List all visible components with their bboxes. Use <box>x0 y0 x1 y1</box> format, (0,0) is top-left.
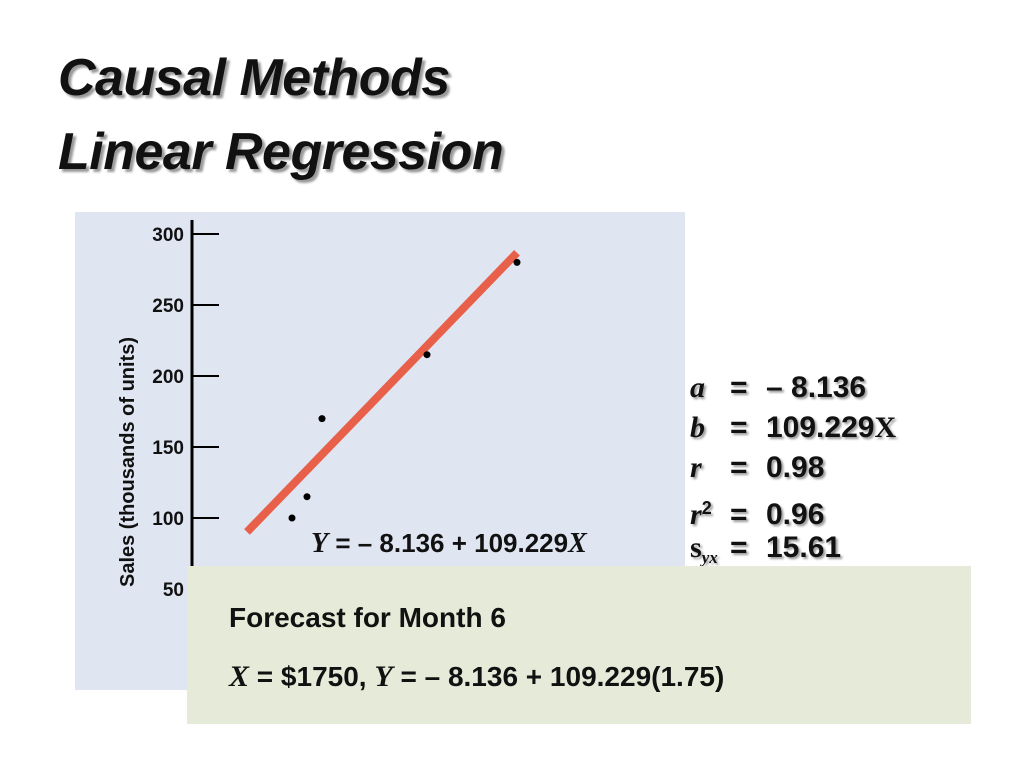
forecast-y-variable: Y <box>374 660 393 693</box>
regression-line <box>244 249 520 535</box>
regression-stats: a = – 8.136 b = 109.229X r = 0.98 r2 = 0.96 syx =… <box>690 368 896 568</box>
scatter-chart: 300 250 200 150 100 50 Sales (thousands of uni… <box>117 220 588 690</box>
stat-a-value: – 8.136 <box>766 371 867 404</box>
y-tick-label: 150 <box>152 438 184 459</box>
forecast-title: Forecast for Month 6 <box>229 602 506 633</box>
stat-syx-subscript: yx <box>701 548 718 567</box>
y-tick-label: 250 <box>152 296 184 317</box>
y-tick-label: 100 <box>152 509 184 530</box>
stat-a-symbol: a <box>690 371 705 404</box>
stat-r2-equals: = <box>730 498 748 531</box>
stat-a-equals: = <box>730 371 748 404</box>
stat-syx: syx = 15.61 <box>690 528 896 568</box>
stat-b-suffix: X <box>874 411 897 444</box>
forecast-equation: X = $1750, Y = – 8.136 + 109.229(1.75) <box>229 660 724 694</box>
y-axis-label: Sales (thousands of units) <box>117 337 139 587</box>
data-point <box>513 258 521 266</box>
stat-b-symbol: b <box>690 411 705 444</box>
data-point <box>303 493 311 501</box>
y-tick-label: 200 <box>152 367 184 388</box>
equation-x-var: X <box>567 528 588 559</box>
data-point <box>423 351 431 359</box>
stat-syx-value: 15.61 <box>766 531 842 564</box>
stat-r2: r2 = 0.96 <box>690 488 896 531</box>
stat-r2-symbol: r2 <box>690 488 730 535</box>
stat-a: a = – 8.136 <box>690 368 896 408</box>
slide-title-line2: Linear Regression <box>58 123 504 181</box>
stat-syx-symbol: syx <box>690 528 730 578</box>
y-tick-label: 50 <box>163 580 184 601</box>
equation-y-var: Y <box>311 528 331 559</box>
stat-r2-letter: r <box>690 498 702 531</box>
forecast-panel: Forecast for Month 6 X = $1750, Y = – 8.… <box>187 566 971 724</box>
data-point <box>318 415 326 423</box>
stat-r-value: 0.98 <box>766 451 825 484</box>
stat-r-equals: = <box>730 451 748 484</box>
regression-equation: Y = – 8.136 + 109.229X <box>311 528 588 559</box>
data-point <box>288 514 296 522</box>
forecast-part2: = – 8.136 + 109.229(1.75) <box>392 661 725 692</box>
equation-rhs: = – 8.136 + 109.229 <box>328 528 568 558</box>
stat-b-equals: = <box>730 411 748 444</box>
stat-syx-letter: s <box>690 531 702 564</box>
stat-r2-exponent: 2 <box>701 498 712 518</box>
stat-b-value: 109.229 <box>766 411 875 444</box>
slide-title-line1: Causal Methods <box>58 49 450 107</box>
stat-r-symbol: r <box>690 451 702 484</box>
stat-r2-value: 0.96 <box>766 498 825 531</box>
y-tick-label: 300 <box>152 225 184 246</box>
stat-b: b = 109.229X <box>690 408 896 448</box>
forecast-x-variable: X <box>229 660 250 693</box>
stat-r: r = 0.98 <box>690 448 896 488</box>
forecast-part1: = $1750, <box>249 661 375 692</box>
stat-syx-equals: = <box>730 531 748 564</box>
